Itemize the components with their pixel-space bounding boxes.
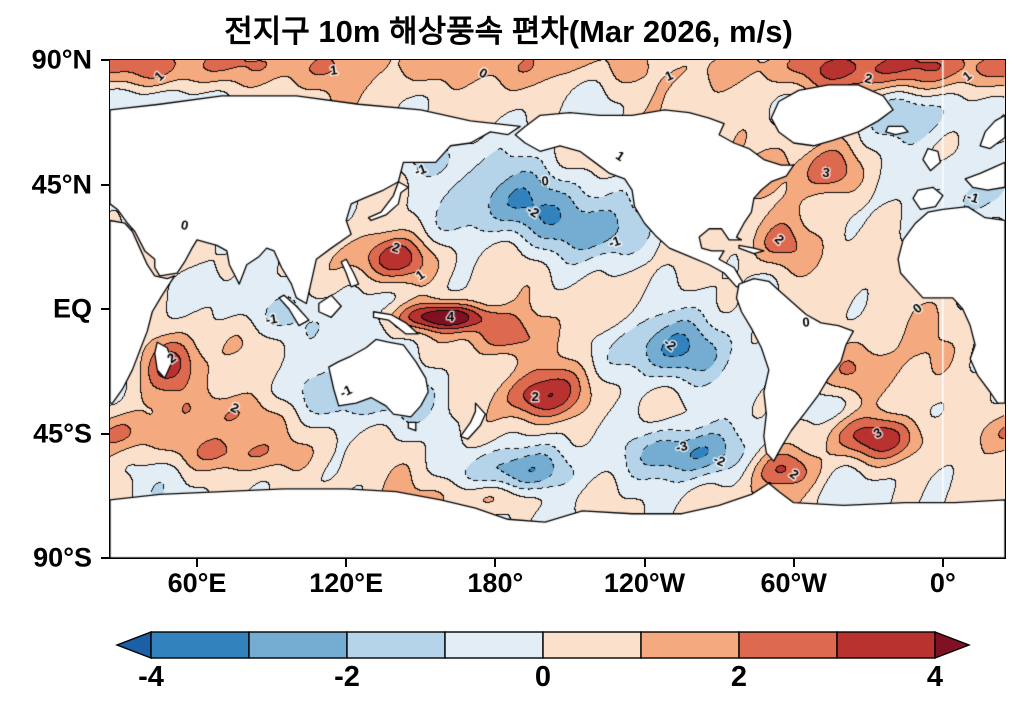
y-tick-mark: [101, 183, 109, 186]
x-tick-label: 60°E: [167, 568, 227, 598]
x-tick-mark: [941, 559, 944, 567]
x-tick-label: 180°: [467, 568, 524, 598]
colorbar-segment: [150, 631, 250, 659]
x-tick-mark: [196, 559, 198, 567]
colorbar-segment: [248, 631, 348, 659]
y-tick-mark: [101, 308, 109, 310]
anomaly-map-canvas: [110, 60, 1005, 558]
y-tick-label: 45°S: [33, 418, 92, 448]
chart-title: 전지구 10m 해상풍속 편차(Mar 2026, m/s): [224, 14, 793, 49]
x-tick-label: 120°W: [603, 568, 686, 598]
colorbar-tick-label: -2: [334, 661, 360, 693]
colorbar-segment: [444, 631, 544, 659]
x-tick-mark: [494, 559, 497, 567]
y-tick-label: EQ: [52, 293, 92, 324]
colorbar-segment: [115, 630, 152, 660]
colorbar: [115, 630, 971, 660]
x-tick-mark: [643, 559, 646, 567]
x-tick-mark: [792, 559, 795, 567]
y-tick-mark: [101, 59, 109, 61]
colorbar-tick-label: 4: [926, 661, 944, 693]
y-tick-label: 90°N: [31, 44, 92, 75]
colorbar-segment: [934, 630, 971, 660]
x-tick-label: 120°E: [309, 568, 384, 598]
y-tick-label: 45°N: [31, 169, 92, 199]
y-tick-label: 90°S: [33, 542, 92, 573]
colorbar-segment: [542, 631, 642, 659]
colorbar-segment: [640, 631, 740, 659]
colorbar-tick-label: -4: [138, 661, 164, 693]
colorbar-segment: [346, 631, 446, 659]
x-tick-mark: [345, 559, 348, 567]
colorbar-tick-label: 0: [534, 661, 552, 693]
colorbar-tick-label: 2: [730, 661, 748, 693]
colorbar-segment: [738, 631, 838, 659]
y-tick-mark: [101, 557, 109, 559]
x-tick-label: 60°W: [760, 568, 827, 598]
colorbar-segment: [836, 631, 936, 659]
x-tick-label: 0°: [929, 568, 956, 598]
y-tick-mark: [101, 432, 109, 435]
